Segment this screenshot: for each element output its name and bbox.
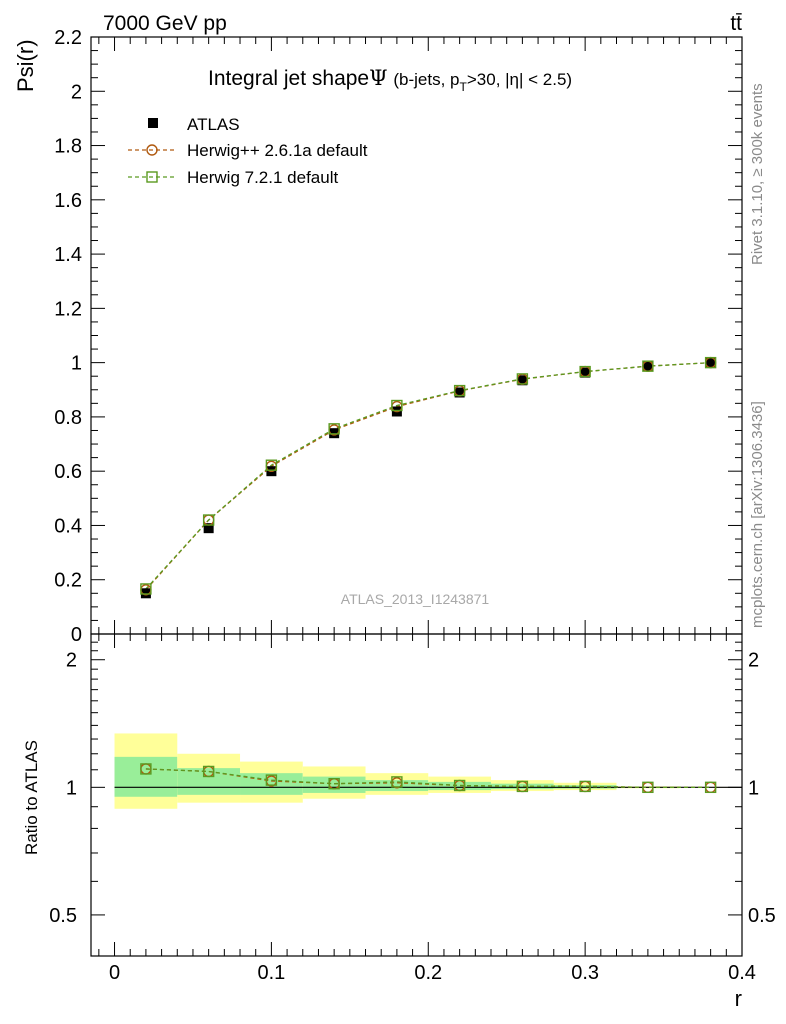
- atlas-point: [454, 387, 465, 398]
- atlas-point: [580, 367, 591, 378]
- main-y-axis-label: Psi(r): [13, 39, 38, 92]
- ratio-frame: [90, 633, 743, 957]
- herwig7-point: [704, 356, 717, 369]
- ratio-y-tick-label: 0.5: [49, 905, 77, 927]
- main-y-tick-label: 1.8: [54, 136, 82, 158]
- ratio-y-tick-label-right: 0.5: [748, 905, 776, 927]
- ratio-uncertainty-bands: [114, 733, 742, 809]
- ratio-green-band: [365, 780, 429, 792]
- herwig7-point: [453, 384, 466, 397]
- legend-herwig7-marker: [146, 171, 158, 183]
- atlas-point: [705, 357, 716, 368]
- title-symbol: Ψ: [369, 66, 387, 90]
- main-panel: 0 0.2 0.4 0.6 0.8 1 1.2 1.4 1.6 1.8 2 2.2 Psi(r) In…: [13, 27, 743, 646]
- main-y-tick-label: 1.2: [54, 298, 82, 320]
- ratio-panel: 0.5 0.5 1 1 2 2 Ratio to ATLAS: [22, 633, 776, 957]
- herwig7-point: [516, 373, 529, 385]
- x-tick-label: 0.2: [414, 962, 442, 984]
- main-y-tick-label: 1: [71, 353, 82, 375]
- ratio-y-tick-label: 1: [66, 777, 77, 799]
- ratio-green-band: [491, 783, 554, 790]
- main-series-markers: [140, 356, 717, 599]
- legend-atlas-marker: [148, 118, 158, 128]
- main-y-tick-label: 0.2: [54, 570, 82, 592]
- ratio-herwig7-point: [453, 779, 466, 792]
- ratio-y-tick-labels: 0.5 0.5 1 1 2 2: [49, 650, 776, 927]
- x-tick-label: 0.1: [257, 962, 285, 984]
- ratio-y-tick-label-right: 2: [748, 650, 759, 672]
- ratio-axis-ticks: [91, 634, 743, 956]
- ratio-y-tick-label: 2: [66, 650, 77, 672]
- ratio-y-axis-label: Ratio to ATLAS: [22, 740, 41, 855]
- legend-atlas-label: ATLAS: [187, 115, 240, 134]
- ratio-herwig7-point: [202, 765, 215, 778]
- x-axis-label: r: [735, 986, 742, 1011]
- ratio-herwig7-point: [642, 781, 654, 794]
- legend: ATLAS Herwig++ 2.6.1a default Herwig 7.2…: [128, 115, 368, 187]
- x-tick-labels: 0 0.1 0.2 0.3 0.4: [109, 962, 756, 984]
- x-tick-label: 0.3: [571, 962, 599, 984]
- title-sub-2: >30, |η| < 2.5): [467, 70, 572, 89]
- ratio-green-band: [428, 781, 492, 791]
- main-title: Integral jet shapeΨ (b-jets, pT>30, |η| …: [208, 66, 572, 94]
- legend-herwigpp-marker: [146, 144, 158, 156]
- x-tick-label: 0: [109, 962, 120, 984]
- herwig7-point: [579, 365, 591, 378]
- rivet-label: Rivet 3.1.10, ≥ 300k events: [749, 83, 766, 265]
- main-y-tick-label: 2: [71, 81, 82, 103]
- energy-label: 7000 GeV pp: [103, 12, 227, 35]
- ratio-green-band: [177, 768, 241, 795]
- ratio-green-band: [114, 756, 178, 797]
- mcplots-label: mcplots.cern.ch [arXiv:1306.3436]: [749, 401, 766, 628]
- ratio-herwig7-point: [391, 776, 403, 788]
- ratio-herwig7-point: [140, 763, 152, 775]
- main-series-lines: [145, 361, 711, 591]
- main-y-tick-labels: 0 0.2 0.4 0.6 0.8 1 1.2 1.4 1.6 1.8 2 2.2: [54, 27, 82, 646]
- ratio-herwig7-point: [579, 780, 591, 793]
- herwig7-point: [328, 423, 340, 435]
- atlas-point: [517, 375, 528, 386]
- watermark: ATLAS_2013_I1243871: [341, 591, 490, 607]
- ratio-herwig7-point: [704, 781, 717, 794]
- main-y-tick-label: 1.4: [54, 244, 82, 266]
- ratio-series-lines: [145, 768, 711, 788]
- main-y-tick-label: 0.6: [54, 461, 82, 483]
- herwig7-line: [145, 361, 711, 590]
- x-tick-label: 0.4: [728, 962, 756, 984]
- ratio-green-band: [240, 773, 303, 795]
- herwig7-point: [391, 399, 403, 412]
- atlas-point: [203, 523, 214, 534]
- main-y-tick-label: 0.4: [54, 515, 82, 537]
- main-y-tick-label: 0.8: [54, 407, 82, 429]
- herwigpp-line: [145, 361, 711, 591]
- ratio-series-markers: [140, 763, 717, 794]
- main-y-tick-label: 2.2: [54, 27, 82, 49]
- title-sub-t: T: [460, 80, 468, 94]
- atlas-point: [642, 361, 653, 372]
- herwig7-point: [140, 583, 152, 595]
- title-sub-1: (b-jets, p: [393, 70, 459, 89]
- main-y-tick-label: 1.6: [54, 190, 82, 212]
- herwig7-point: [265, 459, 278, 471]
- ratio-y-tick-label-right: 1: [748, 777, 759, 799]
- legend-herwig7-label: Herwig 7.2.1 default: [187, 168, 338, 187]
- legend-herwigpp-label: Herwig++ 2.6.1a default: [187, 141, 368, 160]
- herwig7-point: [202, 514, 215, 526]
- process-label: tt̄: [730, 12, 742, 35]
- ratio-herwig7-line: [145, 768, 711, 788]
- ratio-green-band: [302, 776, 366, 793]
- ratio-herwig7-point: [328, 777, 340, 790]
- ratio-herwig7-point: [265, 774, 278, 786]
- title-main: Integral jet shape: [208, 67, 369, 90]
- herwig7-point: [642, 360, 654, 372]
- ratio-herwig7-point: [516, 780, 529, 793]
- main-y-tick-label: 0: [71, 624, 82, 646]
